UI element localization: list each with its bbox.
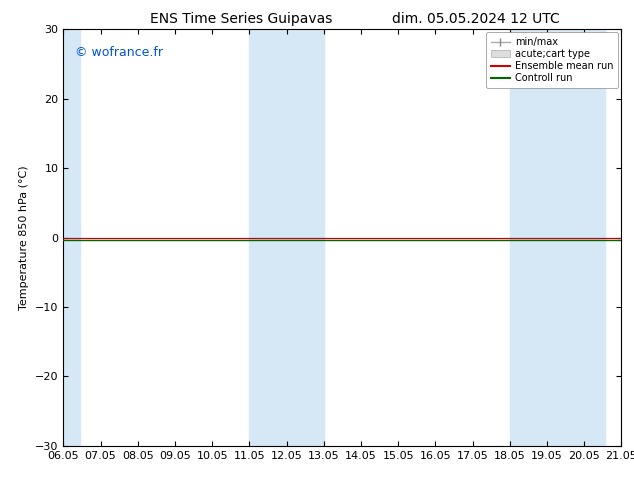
Bar — [63, 29, 80, 446]
Bar — [249, 29, 324, 446]
Bar — [510, 29, 605, 446]
Text: ENS Time Series Guipavas: ENS Time Series Guipavas — [150, 12, 332, 26]
Text: dim. 05.05.2024 12 UTC: dim. 05.05.2024 12 UTC — [392, 12, 559, 26]
Y-axis label: Temperature 850 hPa (°C): Temperature 850 hPa (°C) — [20, 165, 30, 310]
Legend: min/max, acute;cart type, Ensemble mean run, Controll run: min/max, acute;cart type, Ensemble mean … — [486, 32, 618, 88]
Text: © wofrance.fr: © wofrance.fr — [75, 46, 162, 59]
